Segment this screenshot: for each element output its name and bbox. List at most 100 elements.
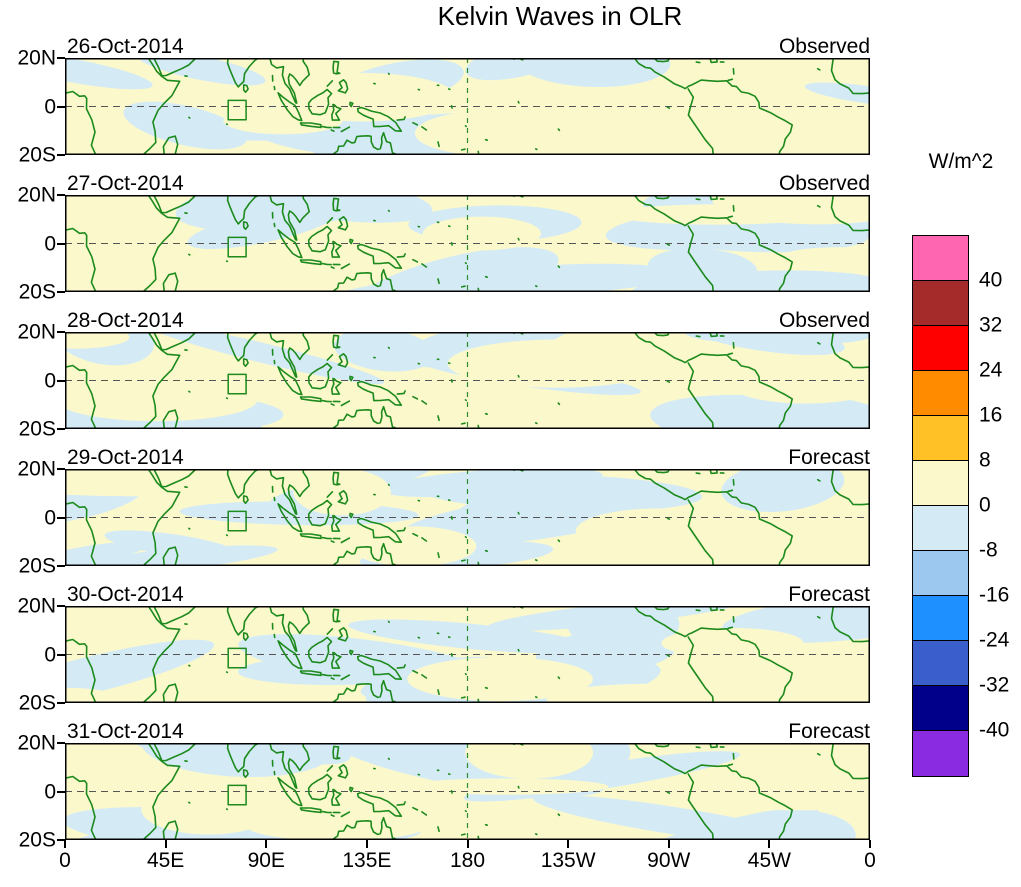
y-axis-label: 0	[44, 643, 56, 666]
y-axis-label: 20S	[18, 143, 56, 167]
y-axis-tick	[57, 194, 65, 196]
colorbar-tick-label: 32	[979, 313, 1003, 337]
x-axis-label: 135E	[342, 849, 392, 872]
map-panel	[65, 469, 870, 566]
x-axis-tick	[265, 840, 268, 848]
y-axis-label: 20N	[17, 594, 56, 618]
panel-date: 28-Oct-2014	[67, 309, 184, 332]
x-axis-label: 135W	[540, 849, 596, 872]
y-axis-label: 20S	[18, 554, 56, 578]
panel-date: 29-Oct-2014	[67, 446, 184, 469]
colorbar-cell	[913, 686, 968, 731]
y-axis-tick	[57, 57, 65, 59]
panel-header: 29-Oct-2014 Forecast	[65, 442, 870, 468]
colorbar-cell	[913, 641, 968, 686]
y-axis-tick	[57, 331, 65, 333]
panel-type-label: Forecast	[788, 583, 870, 606]
colorbar-cell	[913, 731, 968, 776]
colorbar-tick-label: 16	[979, 403, 1003, 427]
colorbar-units-label: W/m^2	[928, 150, 994, 173]
x-axis-tick	[667, 840, 670, 848]
figure-title: Kelvin Waves in OLR	[437, 1, 683, 31]
colorbar-swatches	[912, 235, 969, 777]
map-panel	[65, 195, 870, 292]
y-axis-label: 20S	[18, 828, 56, 852]
panel-date: 31-Oct-2014	[67, 720, 184, 743]
y-axis-tick	[57, 565, 65, 567]
y-axis-label: 20S	[18, 280, 56, 304]
x-axis-tick	[164, 840, 167, 848]
map-panel	[65, 606, 870, 703]
y-axis-label: 20S	[18, 417, 56, 441]
y-axis-tick	[57, 839, 65, 841]
colorbar-tick-label: -24	[979, 628, 1010, 652]
x-axis-tick	[365, 840, 368, 848]
x-axis-label: 45E	[146, 849, 185, 872]
colorbar-cell	[913, 326, 968, 371]
panel-date: 26-Oct-2014	[67, 35, 184, 58]
y-axis-label: 0	[44, 232, 56, 255]
x-axis-label: 45W	[747, 849, 791, 872]
colorbar-cell	[913, 551, 968, 596]
panel-header: 26-Oct-2014 Observed	[65, 31, 870, 57]
colorbar-cell	[913, 461, 968, 506]
map-panel	[65, 332, 870, 429]
panel-header: 30-Oct-2014 Forecast	[65, 579, 870, 605]
y-axis-tick	[57, 154, 65, 156]
y-axis-tick	[57, 379, 65, 382]
colorbar-tick-label: 8	[979, 448, 991, 472]
y-axis-label: 20S	[18, 691, 56, 715]
colorbar-cell	[913, 236, 968, 281]
y-axis-label: 20N	[17, 183, 56, 207]
y-axis-tick	[57, 790, 65, 793]
y-axis-label: 0	[44, 95, 56, 118]
panel-header: 28-Oct-2014 Observed	[65, 305, 870, 331]
x-axis-label: 90W	[647, 849, 691, 872]
colorbar-cell	[913, 596, 968, 641]
x-axis-tick	[869, 840, 871, 848]
y-axis-tick	[57, 605, 65, 607]
colorbar-cell	[913, 371, 968, 416]
x-axis-tick	[64, 840, 66, 848]
y-axis-tick	[57, 516, 65, 519]
colorbar-tick-label: 0	[979, 493, 991, 517]
x-axis-tick	[466, 840, 469, 848]
x-axis-label: 0	[59, 849, 71, 872]
x-axis-label: 180	[449, 849, 486, 872]
y-axis-label: 20N	[17, 46, 56, 70]
panel-type-label: Observed	[778, 172, 870, 195]
colorbar-tick-label: -32	[979, 673, 1010, 697]
y-axis-tick	[57, 702, 65, 704]
colorbar-cell	[913, 281, 968, 326]
panel-header: 27-Oct-2014 Observed	[65, 168, 870, 194]
colorbar-tick-label: 24	[979, 358, 1003, 382]
y-axis-tick	[57, 653, 65, 656]
panel-date: 27-Oct-2014	[67, 172, 184, 195]
map-panel	[65, 743, 870, 840]
y-axis-tick	[57, 242, 65, 245]
y-axis-label: 20N	[17, 457, 56, 481]
map-panel	[65, 58, 870, 155]
y-axis-label: 0	[44, 369, 56, 392]
y-axis-label: 0	[44, 780, 56, 803]
y-axis-label: 20N	[17, 731, 56, 755]
y-axis-label: 0	[44, 506, 56, 529]
panel-header: 31-Oct-2014 Forecast	[65, 716, 870, 742]
panel-date: 30-Oct-2014	[67, 583, 184, 606]
panel-type-label: Observed	[778, 309, 870, 332]
x-axis-tick	[567, 840, 570, 848]
colorbar-tick-label: -8	[979, 538, 998, 562]
x-axis-tick	[768, 840, 771, 848]
colorbar-cell	[913, 416, 968, 461]
y-axis-tick	[57, 105, 65, 108]
x-axis-label: 0	[864, 849, 876, 872]
colorbar-tick-label: -16	[979, 583, 1010, 607]
panel-type-label: Forecast	[788, 720, 870, 743]
y-axis-tick	[57, 468, 65, 470]
panel-type-label: Forecast	[788, 446, 870, 469]
colorbar-cell	[913, 506, 968, 551]
y-axis-label: 20N	[17, 320, 56, 344]
colorbar-tick-label: 40	[979, 268, 1003, 292]
y-axis-tick	[57, 742, 65, 744]
